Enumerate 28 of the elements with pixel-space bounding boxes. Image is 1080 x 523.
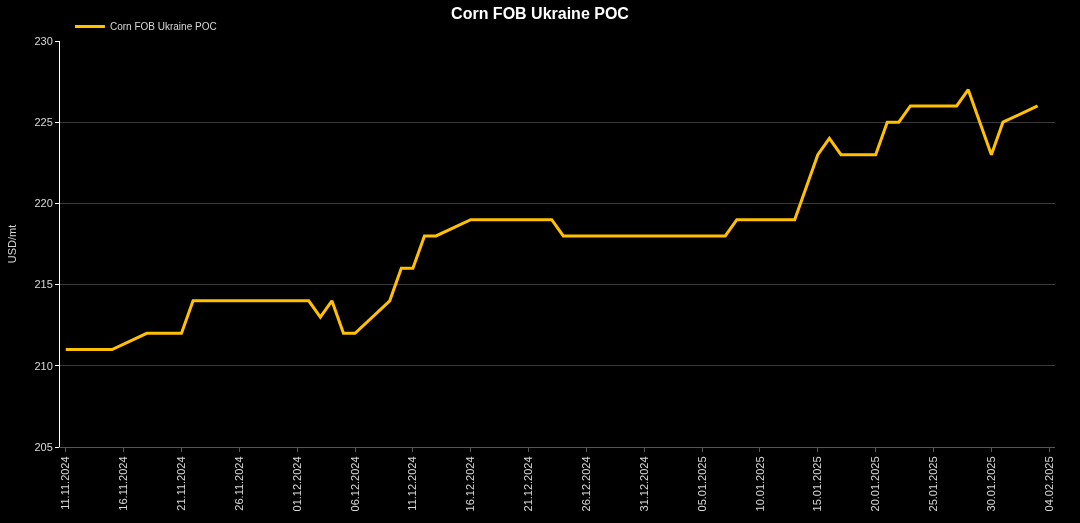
- x-tick-label: 10.01.2025: [753, 456, 766, 512]
- x-tick-label: 26.11.2024: [232, 456, 245, 511]
- x-tick-label: 31.12.2024: [637, 456, 650, 512]
- x-tick-label: 06.12.2024: [348, 456, 361, 512]
- x-tick-label: 26.12.2024: [579, 456, 592, 512]
- y-tick-label: 210: [34, 359, 53, 372]
- y-tick-label: 205: [34, 440, 53, 453]
- y-axis-title: USD/mt: [6, 224, 19, 264]
- chart-title: Corn FOB Ukraine POC: [451, 5, 630, 23]
- x-tick-label: 11.11.2024: [59, 456, 72, 510]
- x-tick-label: 16.12.2024: [464, 456, 477, 512]
- x-tick-label: 11.12.2024: [406, 456, 419, 511]
- x-tick-label: 25.01.2025: [927, 456, 940, 512]
- line-series: [64, 88, 1040, 352]
- x-tick-label: 21.12.2024: [522, 456, 535, 512]
- x-tick-label: 05.01.2025: [695, 456, 708, 512]
- y-tick-label: 225: [34, 116, 53, 129]
- y-tick-label: 230: [34, 34, 53, 47]
- legend-label: Corn FOB Ukraine POC: [109, 21, 217, 33]
- x-tick-label: 15.01.2025: [811, 456, 824, 512]
- y-tick-label: 220: [34, 197, 53, 210]
- x-tick-label: 21.11.2024: [175, 456, 188, 511]
- x-tick-label: 30.01.2025: [984, 456, 997, 512]
- y-tick-label: 215: [34, 278, 53, 291]
- x-tick-label: 04.02.2025: [1042, 456, 1055, 512]
- x-tick-label: 20.01.2025: [869, 456, 882, 512]
- x-tick-label: 16.11.2024: [117, 456, 130, 511]
- x-tick-label: 01.12.2024: [290, 456, 303, 512]
